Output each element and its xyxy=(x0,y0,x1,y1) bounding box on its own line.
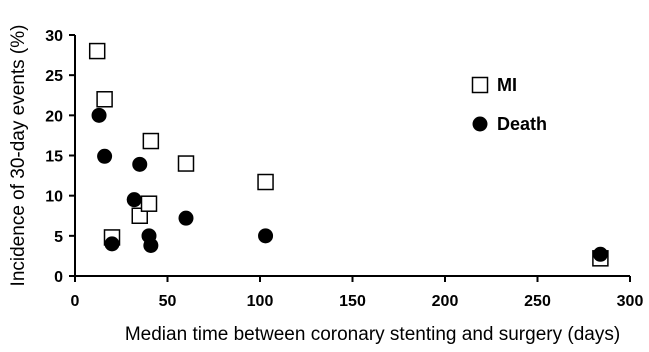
legend: MI Death xyxy=(471,75,547,134)
data-point-death xyxy=(91,107,107,123)
y-axis-ticks: 0 5 10 15 20 25 30 xyxy=(45,28,75,286)
data-point-mi xyxy=(131,207,148,224)
series-mi xyxy=(88,42,609,267)
x-tick-label: 100 xyxy=(247,293,274,310)
legend-marker-mi xyxy=(471,76,489,94)
x-tick-label: 0 xyxy=(71,293,80,310)
x-axis-ticks: 0 50 100 150 200 250 300 xyxy=(71,276,644,310)
data-point-death xyxy=(132,156,148,172)
y-tick-label: 0 xyxy=(54,269,63,286)
data-point-death xyxy=(126,192,142,208)
data-point-death xyxy=(258,228,274,244)
data-point-death xyxy=(592,246,608,262)
y-tick-label: 20 xyxy=(45,108,63,125)
data-point-mi xyxy=(142,132,160,150)
x-tick-label: 200 xyxy=(432,293,459,310)
x-axis-title: Median time between coronary stenting an… xyxy=(125,324,620,345)
data-point-death xyxy=(143,237,159,253)
data-point-mi xyxy=(140,195,158,212)
y-tick-label: 25 xyxy=(45,68,63,85)
legend-marker-death xyxy=(472,116,488,132)
data-point-death xyxy=(97,148,113,164)
legend-label-death: Death xyxy=(497,114,547,134)
series-layer xyxy=(88,42,609,267)
data-point-mi xyxy=(88,42,106,60)
y-tick-label: 5 xyxy=(54,229,63,246)
x-tick-label: 300 xyxy=(617,293,644,310)
x-tick-label: 150 xyxy=(339,293,366,310)
y-tick-label: 15 xyxy=(45,149,63,166)
data-point-death xyxy=(178,210,194,226)
data-point-death xyxy=(104,236,120,252)
plot-area: 0 50 100 150 200 250 300 0 5 10 15 20 25 30 xyxy=(45,28,643,310)
data-point-mi xyxy=(257,173,274,191)
legend-label-mi: MI xyxy=(497,75,517,95)
y-tick-label: 30 xyxy=(45,28,63,45)
x-tick-label: 250 xyxy=(524,293,551,310)
data-point-mi xyxy=(96,91,113,108)
series-death xyxy=(91,107,608,262)
y-axis-title: Incidence of 30-day events (%) xyxy=(8,25,29,287)
x-tick-label: 50 xyxy=(159,293,177,310)
data-point-mi xyxy=(177,155,195,172)
y-tick-label: 10 xyxy=(45,189,63,206)
